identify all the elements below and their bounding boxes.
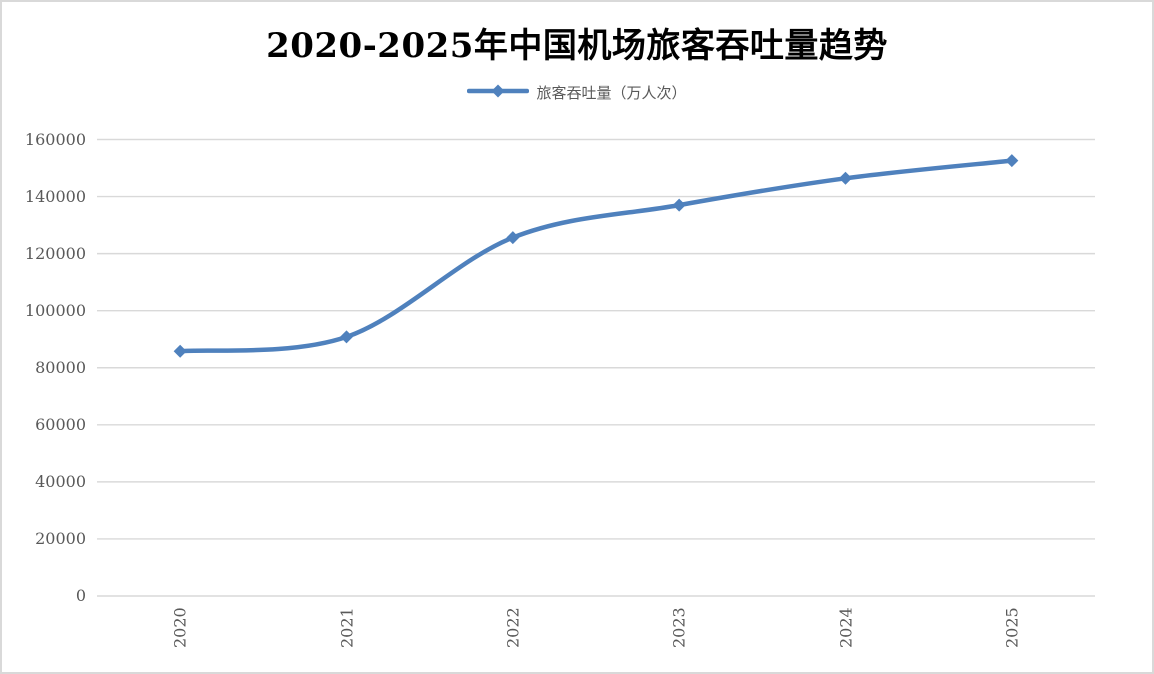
x-axis-tick-label: 2021 (337, 607, 356, 649)
legend: 旅客吞吐量（万人次） (2, 82, 1152, 103)
y-axis-tick-label: 140000 (24, 186, 86, 206)
data-point-marker (506, 231, 520, 245)
y-axis-tick-label: 40000 (35, 471, 86, 491)
y-axis-tick-label: 0 (75, 586, 86, 605)
y-axis-tick-label: 60000 (35, 414, 86, 434)
data-point-marker (839, 171, 852, 185)
y-axis-tick-label: 20000 (35, 528, 86, 548)
x-axis-tick-label: 2020 (170, 607, 190, 649)
y-axis-tick-label: 120000 (24, 243, 86, 263)
data-point-marker (672, 198, 686, 212)
series-line (177, 158, 1015, 354)
data-point-marker (340, 330, 353, 344)
x-axis-tick-label: 2025 (1002, 607, 1022, 649)
y-axis-tick-label: 80000 (35, 357, 86, 377)
y-axis-tick-label: 100000 (24, 300, 86, 320)
x-axis-tick-label: 2023 (669, 607, 689, 649)
x-axis-tick-label: 2024 (836, 607, 855, 649)
x-axis-tick-label: 2022 (503, 607, 523, 649)
legend-line-marker-icon (467, 83, 530, 102)
data-point-marker (1005, 154, 1019, 168)
data-point-marker (173, 344, 187, 358)
chart-title: 2020-2025年中国机场旅客吞吐量趋势 (266, 26, 888, 66)
legend-label: 旅客吞吐量（万人次） (536, 84, 687, 102)
y-axis-tick-label: 160000 (24, 129, 86, 149)
